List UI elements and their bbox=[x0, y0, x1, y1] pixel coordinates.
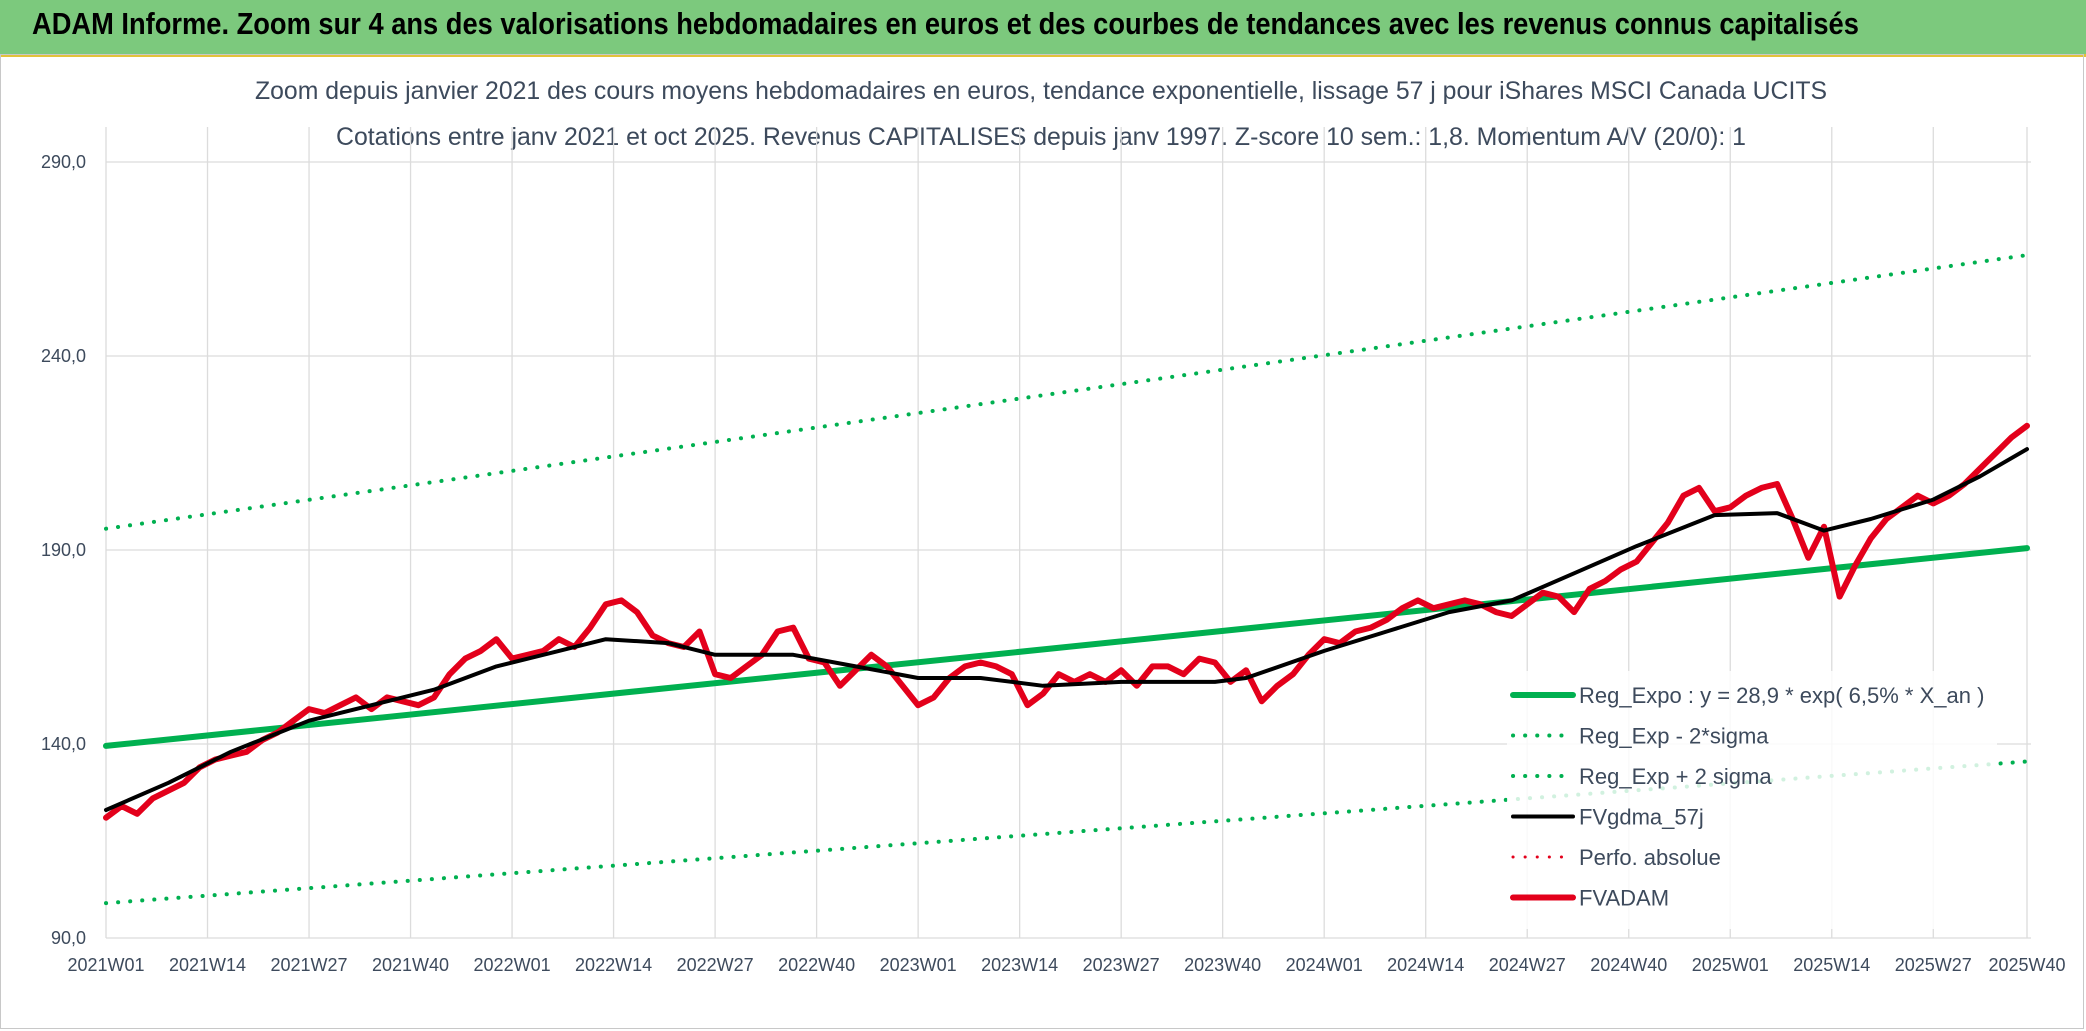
legend-background bbox=[1507, 671, 1997, 929]
series-line-reg-exp-2-sigma bbox=[104, 253, 2029, 531]
series-line-fvgdma-57j bbox=[104, 447, 2029, 812]
legend-label: Reg_Expo : y = 28,9 * exp( 6,5% * X_an ) bbox=[1579, 683, 1984, 708]
x-tick-label: 2025W01 bbox=[1692, 955, 1769, 975]
x-tick-label: 2024W14 bbox=[1387, 955, 1464, 975]
x-tick-label: 2023W27 bbox=[1083, 955, 1160, 975]
page-title: ADAM Informe. Zoom sur 4 ans des valoris… bbox=[32, 6, 1859, 41]
x-tick-label: 2021W40 bbox=[372, 955, 449, 975]
legend-label: Reg_Exp + 2 sigma bbox=[1579, 764, 1772, 789]
series-line-fvadam bbox=[103, 422, 2030, 821]
x-tick-label: 2022W14 bbox=[575, 955, 652, 975]
y-tick-label: 140,0 bbox=[41, 734, 86, 754]
legend-label: FVgdma_57j bbox=[1579, 805, 1704, 830]
y-tick-label: 290,0 bbox=[41, 152, 86, 172]
x-tick-label: 2021W14 bbox=[169, 955, 246, 975]
x-tick-label: 2022W01 bbox=[474, 955, 551, 975]
x-tick-label: 2025W27 bbox=[1895, 955, 1972, 975]
x-tick-label: 2024W01 bbox=[1286, 955, 1363, 975]
x-tick-label: 2023W40 bbox=[1184, 955, 1261, 975]
x-tick-label: 2024W40 bbox=[1590, 955, 1667, 975]
x-tick-label: 2024W27 bbox=[1489, 955, 1566, 975]
chart-frame: Zoom depuis janvier 2021 des cours moyen… bbox=[0, 54, 2084, 1029]
legend-label: FVADAM bbox=[1579, 886, 1669, 911]
x-tick-label: 2021W01 bbox=[67, 955, 144, 975]
x-tick-label: 2022W40 bbox=[778, 955, 855, 975]
series-line-reg-expo-y-28-9-exp-6-5-x-an bbox=[103, 545, 2030, 749]
x-tick-label: 2021W27 bbox=[271, 955, 348, 975]
x-tick-label: 2025W14 bbox=[1793, 955, 1870, 975]
header-bar: ADAM Informe. Zoom sur 4 ans des valoris… bbox=[0, 0, 2086, 57]
x-tick-label: 2022W27 bbox=[677, 955, 754, 975]
chart-svg: Zoom depuis janvier 2021 des cours moyen… bbox=[41, 77, 2066, 975]
x-tick-label: 2023W14 bbox=[981, 955, 1058, 975]
legend-label: Perfo. absolue bbox=[1579, 845, 1721, 870]
y-tick-label: 190,0 bbox=[41, 540, 86, 560]
x-tick-label: 2025W40 bbox=[1988, 955, 2065, 975]
x-tick-label: 2023W01 bbox=[880, 955, 957, 975]
y-tick-label: 240,0 bbox=[41, 346, 86, 366]
chart-title-line2: Cotations entre janv 2021 et oct 2025. R… bbox=[336, 123, 1746, 151]
chart-title-line1: Zoom depuis janvier 2021 des cours moyen… bbox=[255, 77, 1827, 105]
legend-label: Reg_Exp - 2*sigma bbox=[1579, 724, 1769, 749]
y-tick-label: 90,0 bbox=[51, 928, 86, 948]
